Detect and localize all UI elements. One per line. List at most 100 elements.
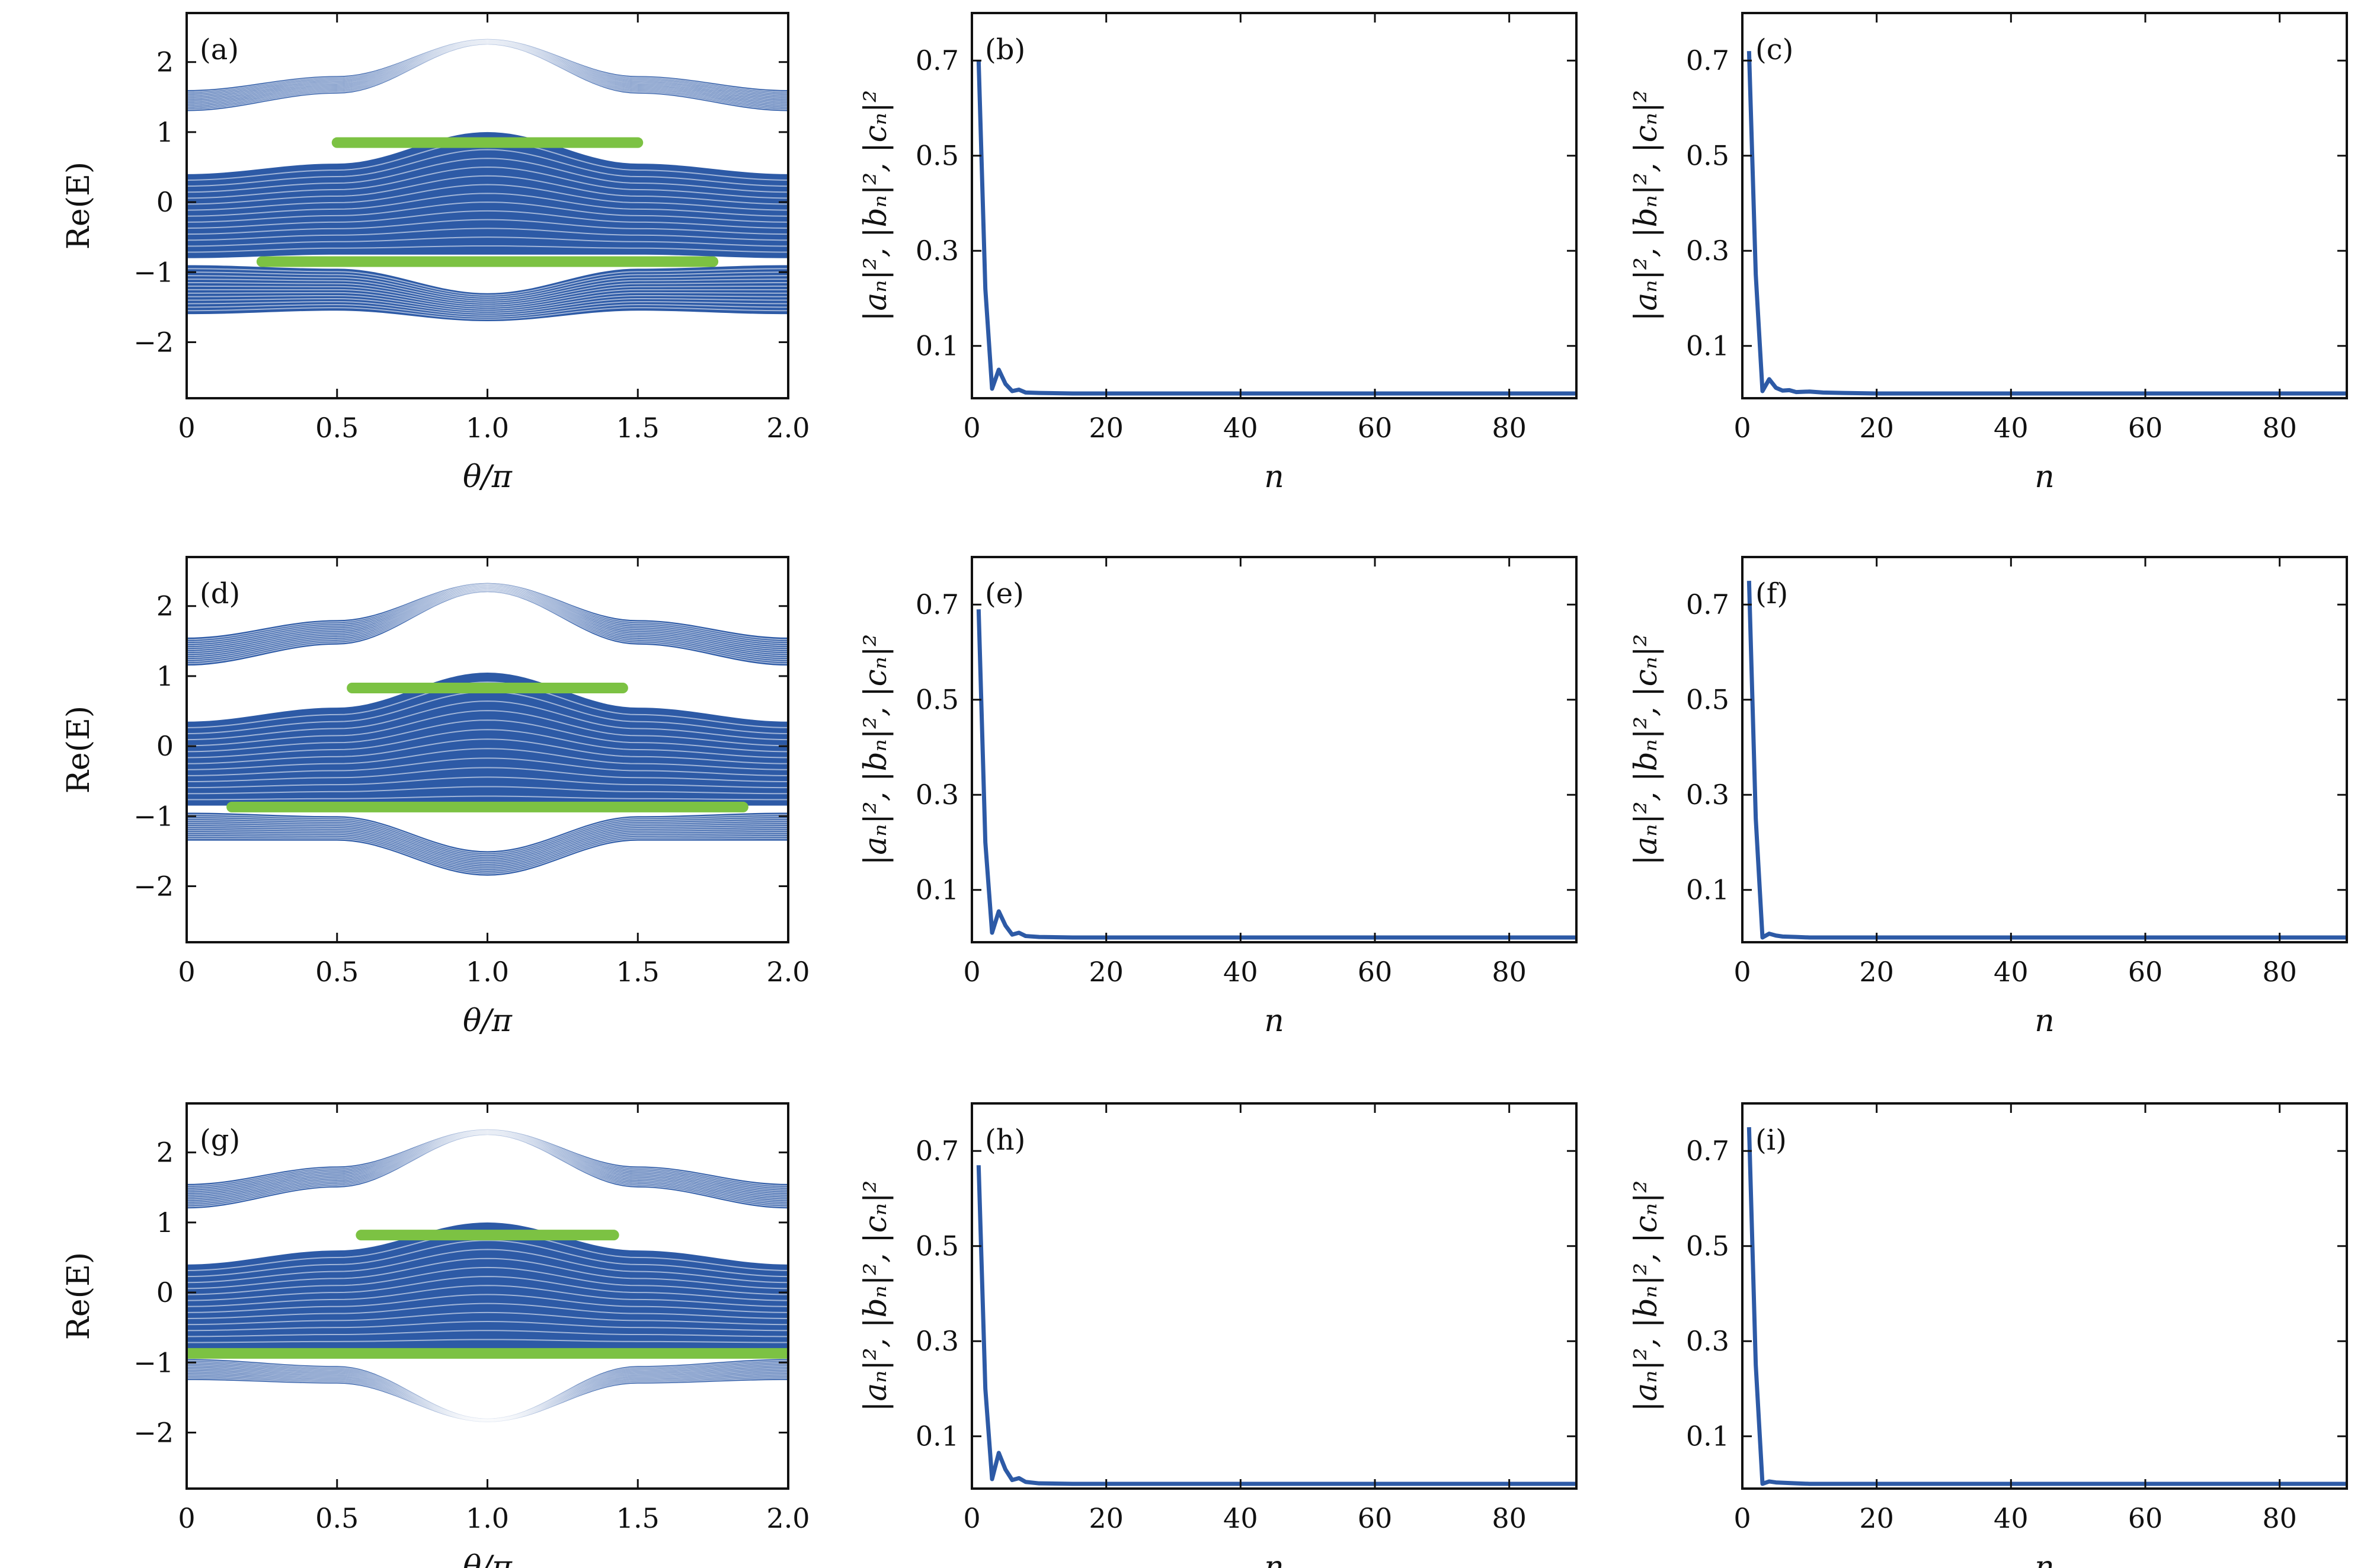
x-tick-label: 40 <box>1994 412 2029 444</box>
x-axis-label: n <box>1264 1003 1284 1039</box>
band-hairline <box>187 149 788 187</box>
x-tick-label: 0.5 <box>315 956 359 988</box>
y-tick-label: 0.5 <box>1686 1230 1729 1262</box>
band-hairline <box>187 292 788 310</box>
band-hairline <box>187 1378 788 1423</box>
x-tick-label: 80 <box>1492 956 1527 988</box>
band-hairline <box>187 748 788 770</box>
band-hairline <box>187 268 788 296</box>
band-hairline <box>187 193 788 217</box>
x-tick-label: 40 <box>1994 956 2029 988</box>
x-tick-label: 80 <box>1492 412 1527 444</box>
band-hairline <box>187 1294 788 1313</box>
plot-area-c <box>1746 51 2347 396</box>
x-tick-label: 60 <box>1358 956 1393 988</box>
plot-area-e <box>976 609 1576 940</box>
y-axis-label: |aₙ|², |bₙ|², |cₙ|² <box>1629 90 1664 321</box>
band-hairline <box>187 184 788 211</box>
y-tick-label: 0 <box>156 730 174 762</box>
y-tick-label: 0.7 <box>916 588 959 620</box>
band-hairline <box>187 795 788 801</box>
x-axis-label: n <box>2034 1003 2055 1039</box>
band-hairline <box>187 590 788 664</box>
x-tick-label: 0 <box>963 412 980 444</box>
x-tick-label: 0 <box>1733 412 1751 444</box>
band-hairline <box>187 820 788 859</box>
band-hairline <box>187 175 788 205</box>
band-hairline <box>187 201 788 223</box>
band-0 <box>187 583 788 666</box>
band-0 <box>187 1129 788 1209</box>
axes-frame <box>1741 556 2348 943</box>
y-axis-label: Re(E) <box>61 1252 97 1340</box>
band-hairline <box>187 814 788 854</box>
panel-label: (b) <box>985 33 1025 66</box>
band-hairline <box>187 210 788 229</box>
series-line <box>1746 581 2347 940</box>
y-tick-label: 0.1 <box>916 874 959 906</box>
y-tick-label: 0 <box>156 1276 174 1308</box>
y-tick-label: 0.3 <box>1686 235 1729 267</box>
band-hairline <box>187 1311 788 1326</box>
band-hairline <box>187 219 788 235</box>
band-hairline <box>187 824 788 863</box>
x-tick-label: 0.5 <box>315 1502 359 1534</box>
x-tick-label: 60 <box>2128 1502 2163 1534</box>
axes-frame <box>1741 12 2348 399</box>
y-tick-label: 0 <box>156 186 174 218</box>
y-tick-label: 0.1 <box>916 1420 959 1452</box>
y-tick-label: 0.7 <box>1686 1135 1729 1167</box>
panel-label: (a) <box>200 33 239 66</box>
panel-b: 0 20 40 60 80 0.1 0.3 0.5 0.7 n |aₙ|², |bₙ|², |cₙ|… <box>858 12 1578 495</box>
band-hairline <box>187 585 788 648</box>
band-hairline <box>187 301 788 316</box>
band-hairline <box>187 245 788 253</box>
x-tick-label: 20 <box>1089 412 1124 444</box>
y-tick-label: 0.5 <box>1686 140 1729 172</box>
panel-c: 0 20 40 60 80 0.1 0.3 0.5 0.7 n |aₙ|², |bₙ|², |cₙ|… <box>1629 12 2348 495</box>
band-hairline <box>187 1330 788 1337</box>
plot-area-f <box>1746 581 2347 940</box>
x-axis-label: n <box>1264 1550 1284 1568</box>
band-hairline <box>187 757 788 776</box>
band-hairline <box>187 39 788 92</box>
x-tick-label: 20 <box>1859 956 1894 988</box>
x-tick-label: 60 <box>1358 1502 1393 1534</box>
y-tick-label: 0.3 <box>1686 779 1729 811</box>
y-tick-label: −1 <box>133 1346 174 1378</box>
panel-i: 0 20 40 60 80 0.1 0.3 0.5 0.7 n |aₙ|², |bₙ|², |cₙ|… <box>1629 1102 2348 1568</box>
y-tick-label: 2 <box>156 1137 174 1169</box>
axes-frame <box>971 12 1578 399</box>
x-tick-label: 2.0 <box>766 1502 810 1534</box>
y-tick-label: 0.5 <box>916 1230 959 1262</box>
y-tick-label: −1 <box>133 800 174 832</box>
plot-area-h <box>976 1165 1576 1486</box>
x-tick-label: 80 <box>2262 956 2297 988</box>
band-hairline <box>187 289 788 308</box>
x-tick-label: 60 <box>2128 412 2163 444</box>
y-axis-label: |aₙ|², |bₙ|², |cₙ|² <box>858 90 894 321</box>
y-tick-label: 0.1 <box>916 330 959 362</box>
band-hairline <box>187 295 788 312</box>
band-hairline <box>187 587 788 654</box>
band-hairline <box>187 1359 788 1420</box>
band-hairline <box>187 1129 788 1186</box>
x-tick-label: 80 <box>2262 1502 2297 1534</box>
x-tick-label: 1.5 <box>616 412 660 444</box>
y-tick-label: −2 <box>133 326 174 358</box>
y-tick-label: 0.7 <box>916 44 959 76</box>
x-axis-label: θ/π <box>463 1003 513 1039</box>
band-hairline <box>187 830 788 868</box>
band-hairline <box>187 838 788 875</box>
axes-frame <box>1741 1102 2348 1490</box>
band-hairline <box>187 818 788 857</box>
band-hairline <box>187 719 788 753</box>
series-line <box>1746 1127 2347 1486</box>
panel-g: 0 0.5 1.0 1.5 2.0 −2 −1 0 1 2 θ/π Re(E) (g) <box>61 1102 810 1568</box>
y-tick-label: 0.1 <box>1686 330 1729 362</box>
y-tick-label: 0.3 <box>916 1325 959 1357</box>
band-hairline <box>187 586 788 651</box>
y-tick-label: 0.5 <box>1686 684 1729 716</box>
x-tick-label: 20 <box>1089 1502 1124 1534</box>
